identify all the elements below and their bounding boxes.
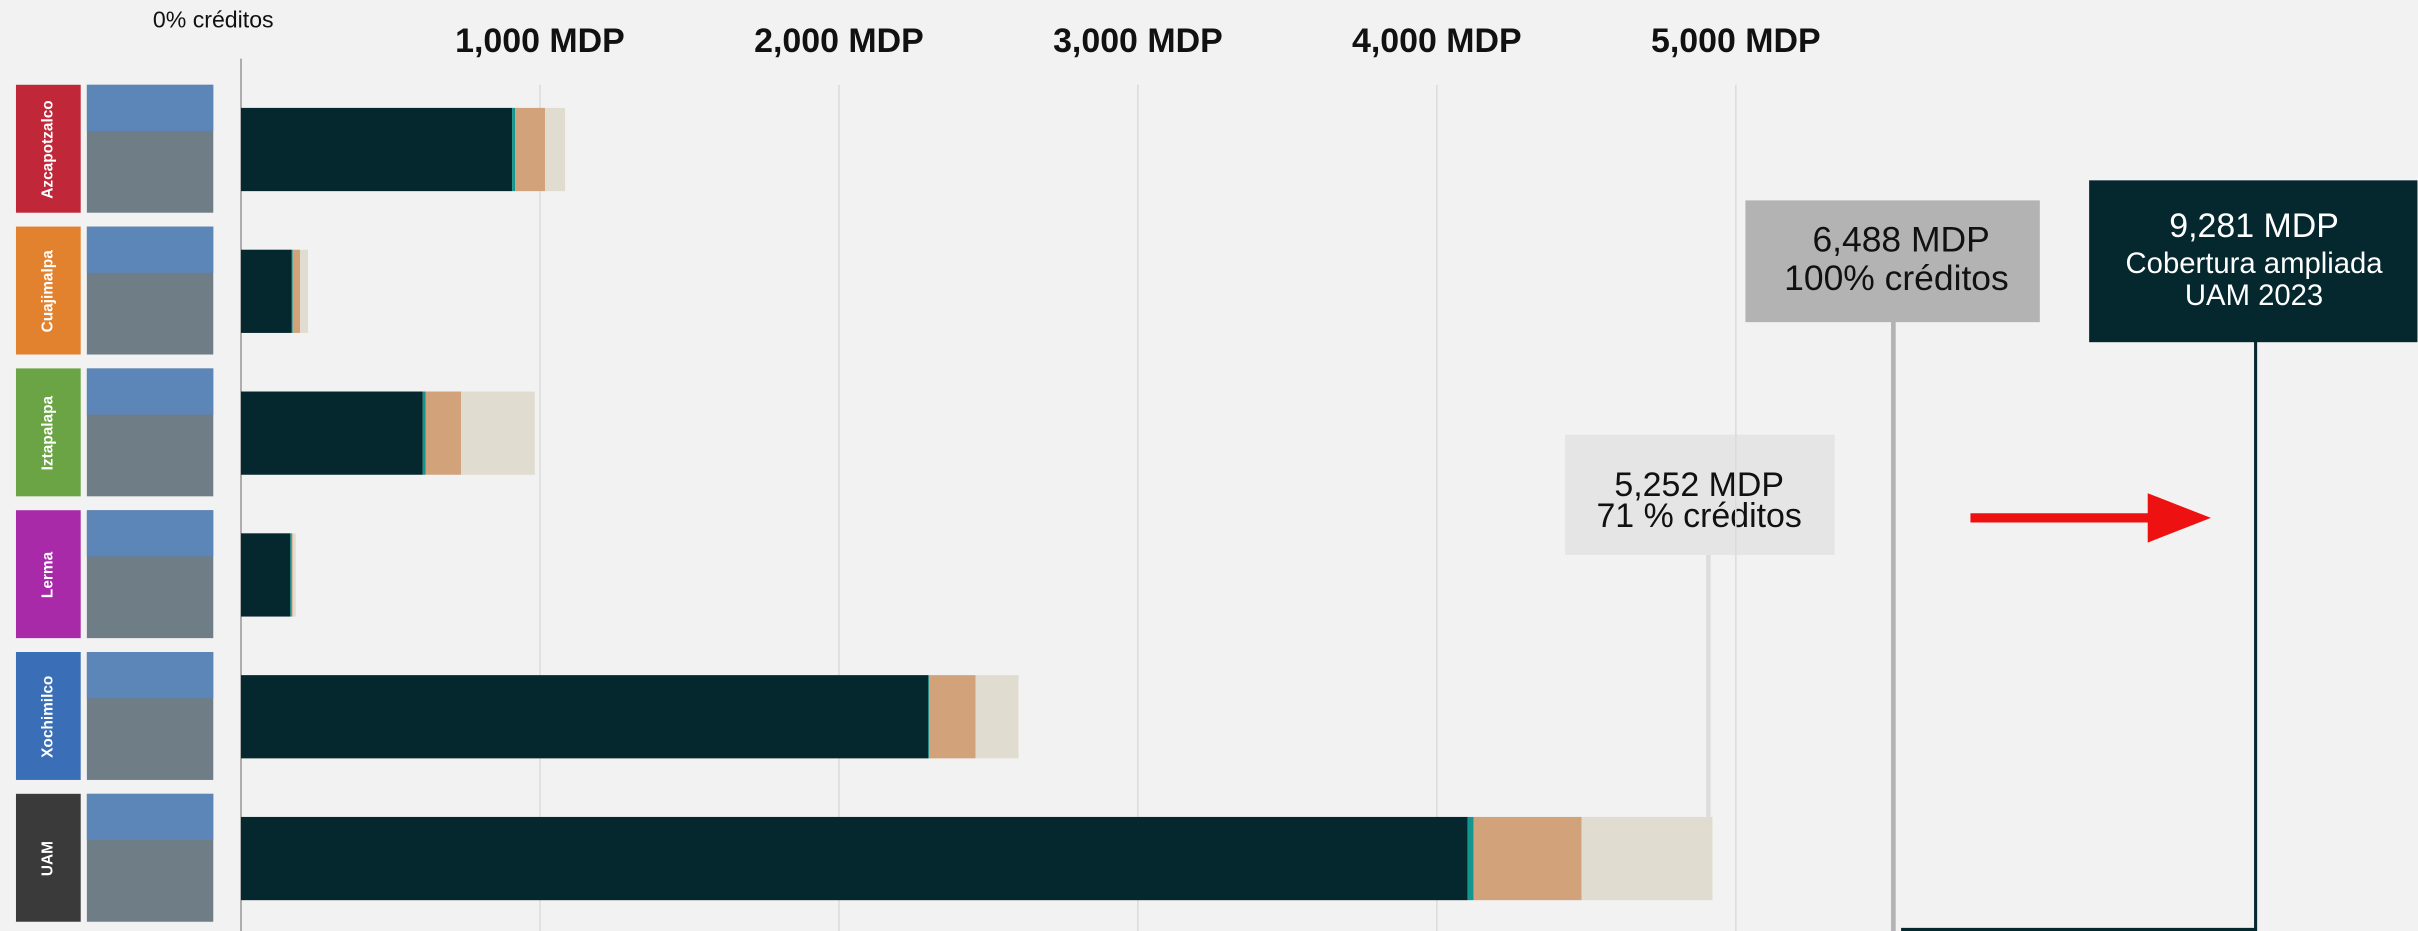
- zero-label: 0% créditos: [153, 7, 274, 33]
- annotation-text: 71 % créditos: [1596, 497, 1801, 535]
- category-label: Xochimilco: [39, 676, 56, 758]
- annotation-text: UAM 2023: [2185, 279, 2323, 312]
- campus-photo-sky: [87, 794, 213, 840]
- annotation-text: Cobertura ampliada: [2126, 247, 2384, 280]
- bar-segment: [241, 108, 512, 191]
- campus-photo-sky: [87, 227, 213, 273]
- category-label: Azcapotzalco: [39, 100, 56, 198]
- bar-segment: [1474, 817, 1582, 900]
- category-label: Iztapalapa: [39, 395, 56, 470]
- plot: 1,000 MDP 2,000 MDP 3,000 MDP 4,000 MDP 5,00…: [16, 22, 1821, 931]
- category-label: UAM: [39, 841, 56, 876]
- arrow-head: [2148, 493, 2211, 542]
- bar-segment: [515, 108, 545, 191]
- bar-segment: [928, 675, 929, 758]
- campus-photo-sky: [87, 510, 213, 556]
- annotation-text: 100% créditos: [1784, 258, 2009, 298]
- bar-segment: [290, 533, 291, 616]
- bar-segment: [293, 250, 300, 333]
- x-tick-label: 2,000 MDP: [754, 22, 924, 60]
- page: {"chart_data": {"type": "stacked-barh", …: [0, 0, 2418, 931]
- bar-segment: [976, 675, 1019, 758]
- x-tick-label: 1,000 MDP: [455, 22, 625, 60]
- annotation-text: 6,488 MDP: [1812, 219, 1989, 259]
- bar-segment: [461, 392, 535, 475]
- campus-photo-sky: [87, 368, 213, 414]
- category-label: Cuajimalpa: [39, 250, 56, 333]
- annotation-text: 9,281 MDP: [2169, 207, 2339, 245]
- bar-segment: [293, 533, 296, 616]
- x-tick-label: 4,000 MDP: [1352, 22, 1522, 60]
- bar-segment: [426, 392, 461, 475]
- bar-segment: [241, 533, 290, 616]
- campus-photo-sky: [87, 652, 213, 698]
- bar-segment: [241, 250, 292, 333]
- bar-segment: [929, 675, 975, 758]
- bar-segment: [423, 392, 426, 475]
- bar-segment: [300, 250, 308, 333]
- bar-segment: [241, 817, 1468, 900]
- bar-segment: [1468, 817, 1474, 900]
- bar-segment: [241, 392, 423, 475]
- bar-segment: [1582, 817, 1713, 900]
- bar-segment: [241, 675, 928, 758]
- x-tick-label: 5,000 MDP: [1651, 22, 1821, 60]
- bar-segment: [292, 250, 293, 333]
- bar-segment: [512, 108, 515, 191]
- category-label: Lerma: [39, 551, 56, 598]
- chart: 0% créditos 5,252 MDP 71 % créditos 6,48…: [0, 0, 2418, 931]
- bar-segment: [292, 533, 293, 616]
- bar-segment: [545, 108, 565, 191]
- campus-photo-sky: [87, 85, 213, 131]
- x-tick-label: 3,000 MDP: [1053, 22, 1223, 60]
